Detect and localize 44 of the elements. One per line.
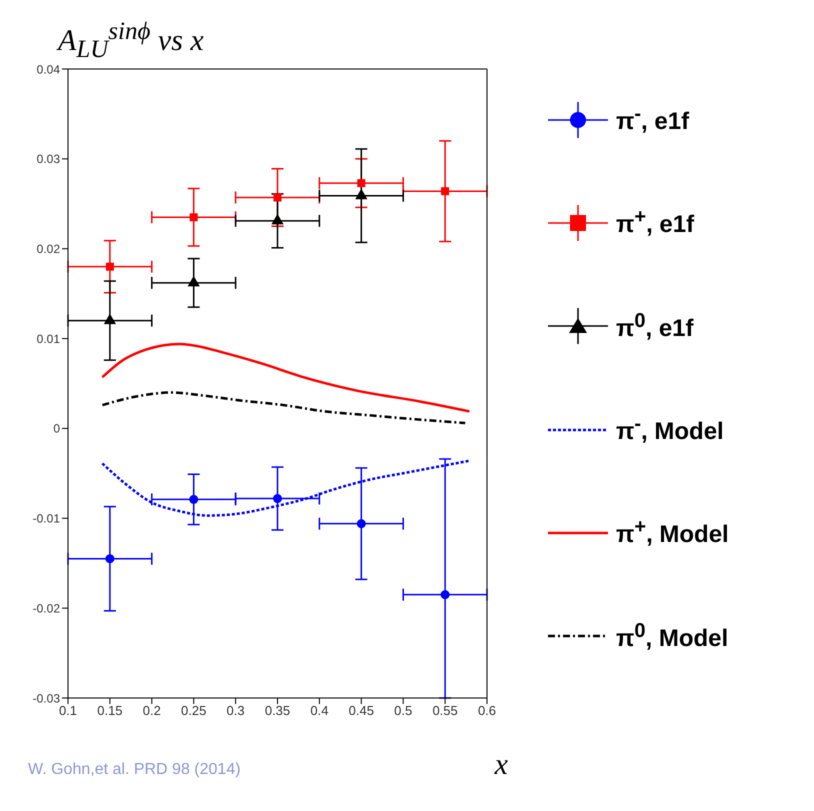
y-tick-label: 0.01 bbox=[36, 332, 60, 346]
legend-label: π$^{+}$, Model bbox=[616, 516, 729, 550]
y-tick-label: 0.03 bbox=[36, 152, 60, 166]
point bbox=[189, 494, 198, 504]
y-tick-label: -0.01 bbox=[32, 512, 60, 526]
point bbox=[355, 188, 368, 200]
x-tick-label: 0.6 bbox=[478, 703, 496, 718]
legend-label: π$^{-}$, Model bbox=[616, 413, 724, 446]
legend-label: π$^{+}$, e1f bbox=[616, 206, 694, 240]
x-tick-label: 0.2 bbox=[142, 703, 161, 718]
point bbox=[272, 494, 282, 504]
x-tick-label: 0.45 bbox=[348, 703, 374, 718]
point bbox=[356, 519, 366, 528]
point bbox=[357, 179, 366, 188]
point bbox=[190, 213, 198, 222]
point bbox=[104, 314, 116, 324]
point bbox=[440, 590, 450, 600]
x-tick-label: 0.1 bbox=[58, 703, 78, 718]
x-tick-label: 0.3 bbox=[226, 703, 245, 718]
point bbox=[441, 187, 450, 196]
x-tick-label: 0.25 bbox=[181, 703, 206, 718]
y-tick-label: 0 bbox=[53, 422, 60, 436]
legend-label: π$^{0}$, Model bbox=[616, 620, 728, 653]
x-tick-label: 0.35 bbox=[264, 703, 290, 718]
x-axis-title: x bbox=[494, 748, 508, 782]
legend-label: π$^{0}$, e1f bbox=[616, 310, 694, 343]
text: W. Gohn,et al. PRD 98 (2014) bbox=[28, 761, 241, 779]
chart-title: A$_{LU}$$^{sinϕ}$ vs x bbox=[58, 18, 204, 63]
point bbox=[106, 262, 114, 271]
y-tick-label: -0.03 bbox=[32, 691, 60, 706]
x-tick-label: 0.4 bbox=[310, 703, 328, 718]
y-tick-label: 0.02 bbox=[36, 242, 60, 256]
point bbox=[105, 554, 114, 564]
point bbox=[274, 193, 282, 202]
x-tick-label: 0.55 bbox=[432, 703, 458, 718]
x-tick-label: 0.5 bbox=[394, 703, 412, 718]
y-tick-label: -0.02 bbox=[32, 601, 60, 616]
x-tick-label: 0.15 bbox=[97, 703, 123, 718]
line-series bbox=[101, 391, 466, 424]
point bbox=[188, 276, 200, 286]
point bbox=[271, 214, 284, 224]
legend-label: π$^{-}$, e1f bbox=[616, 103, 690, 136]
line-series bbox=[101, 342, 471, 413]
y-tick-label: 0.04 bbox=[36, 62, 60, 76]
